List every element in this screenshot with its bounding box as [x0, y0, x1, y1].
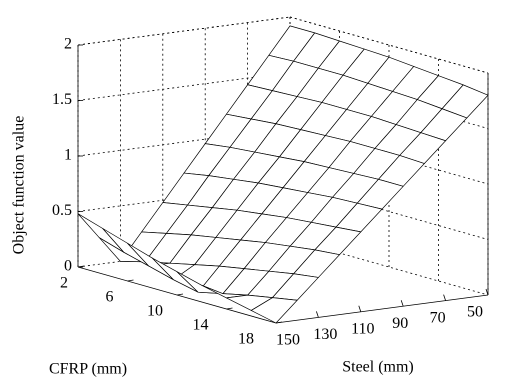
z-tick-label: 0 [64, 258, 72, 275]
grid-line [289, 127, 489, 185]
x-axis-label: CFRP (mm) [49, 361, 127, 378]
y-tick [485, 288, 489, 296]
grid-line [289, 238, 489, 296]
grid-line [77, 72, 291, 101]
z-tick-label: 2 [64, 36, 72, 53]
y-axis-label: Steel (mm) [342, 359, 414, 376]
y-tick [443, 294, 446, 301]
x-tick-label: 2 [60, 275, 68, 292]
x-tick-label: 10 [147, 303, 163, 320]
z-tick-label: 0.5 [52, 202, 72, 219]
grid-line [289, 183, 489, 240]
x-tick-label: 14 [193, 317, 209, 334]
x-tick [226, 307, 233, 310]
y-tick-label: 70 [430, 309, 446, 326]
box-edge [289, 16, 489, 74]
y-tick [358, 305, 362, 312]
y-axis [275, 294, 489, 324]
surface-cell [77, 213, 125, 253]
x-tick [275, 321, 283, 324]
y-tick-label: 90 [392, 315, 408, 332]
z-tick-label: 1 [64, 147, 72, 164]
y-tick-label: 130 [313, 326, 337, 343]
x-tick-label: 6 [106, 289, 114, 306]
y-tick-label: 50 [467, 304, 483, 321]
surface-cell [250, 297, 298, 324]
box-edge [77, 16, 291, 46]
x-tick [127, 279, 134, 282]
y-tick [316, 311, 319, 318]
z-axis-label: Object function value [11, 116, 28, 255]
y-tick-label: 150 [276, 332, 300, 349]
x-tick-label: 18 [238, 331, 254, 348]
x-tick [176, 293, 184, 296]
y-tick-label: 110 [351, 320, 374, 337]
y-tick [400, 300, 404, 307]
x-tick [77, 265, 85, 268]
z-tick-label: 1.5 [52, 91, 72, 108]
grid-line [77, 127, 291, 157]
